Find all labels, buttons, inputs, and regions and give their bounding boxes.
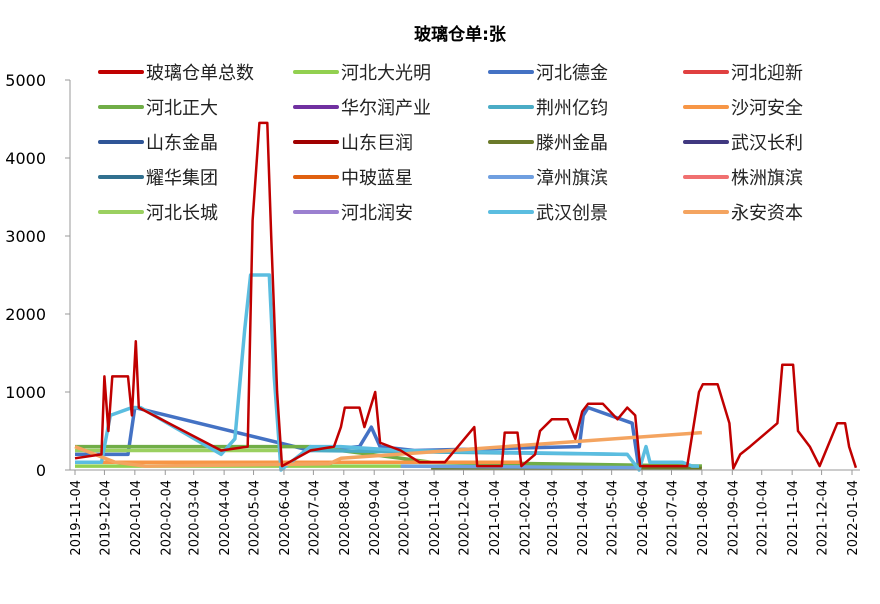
x-tick-label: 2020-10-04 xyxy=(398,480,413,556)
x-tick-label: 2021-05-04 xyxy=(606,480,621,556)
x-tick-label: 2020-04-04 xyxy=(218,480,233,556)
series-line-18 xyxy=(75,273,699,472)
y-tick-label: 3000 xyxy=(5,227,46,246)
x-tick-label: 2022-01-04 xyxy=(846,480,861,556)
x-tick-label: 2020-06-04 xyxy=(278,480,293,556)
x-tick-label: 2021-10-04 xyxy=(756,480,771,556)
series-line-14 xyxy=(400,464,640,470)
plot-area xyxy=(74,121,858,472)
y-tick-label: 2000 xyxy=(5,305,46,324)
legend-label: 漳州旗滨 xyxy=(536,168,608,189)
x-tick-label: 2020-01-04 xyxy=(129,480,144,556)
x-tick-label: 2020-12-04 xyxy=(458,480,473,556)
x-tick-label: 2021-02-04 xyxy=(518,480,533,556)
legend-label: 中玻蓝星 xyxy=(341,168,413,189)
legend-label: 华尔润产业 xyxy=(341,98,431,119)
x-tick-label: 2020-03-04 xyxy=(188,480,203,556)
x-tick-label: 2019-11-04 xyxy=(69,480,84,556)
legend-label: 山东金晶 xyxy=(146,133,218,154)
chart-title: 玻璃仓单:张 xyxy=(414,24,507,45)
series-line-0 xyxy=(74,121,858,470)
legend-label: 沙河安全 xyxy=(731,98,803,119)
x-tick-label: 2021-11-04 xyxy=(786,480,801,556)
x-tick-label: 2020-02-04 xyxy=(159,480,174,556)
axes: 0 1000 2000 3000 4000 5000 2019-11-04 2019-12-0… xyxy=(5,71,861,556)
legend-label: 荆州亿钧 xyxy=(536,98,608,119)
x-tick-label: 2021-06-04 xyxy=(636,480,651,556)
legend-label: 玻璃仓单总数 xyxy=(146,63,254,84)
y-tick-label: 4000 xyxy=(5,149,46,168)
y-tick-label: 0 xyxy=(36,461,46,480)
legend-label: 株洲旗滨 xyxy=(731,168,803,189)
legend-label: 河北正大 xyxy=(146,98,218,119)
legend-label: 河北长城 xyxy=(146,203,218,224)
x-tick-label: 2020-09-04 xyxy=(368,480,383,556)
x-tick-label: 2020-08-04 xyxy=(338,480,353,556)
x-tick-label: 2021-12-04 xyxy=(816,480,831,556)
x-tick-label: 2021-01-04 xyxy=(488,480,503,556)
legend-label: 武汉创景 xyxy=(536,203,608,224)
x-tick-label: 2021-04-04 xyxy=(576,480,591,556)
y-tick-label: 5000 xyxy=(5,71,46,90)
legend-label: 河北迎新 xyxy=(731,63,803,84)
legend-label: 滕州金晶 xyxy=(536,133,608,154)
series-line-19 xyxy=(74,430,703,468)
x-tick-label: 2020-05-04 xyxy=(248,480,263,556)
legend-label: 河北润安 xyxy=(341,203,413,224)
legend-label: 河北大光明 xyxy=(341,63,431,84)
legend-label: 永安资本 xyxy=(731,203,803,224)
legend-label: 河北德金 xyxy=(536,63,608,84)
x-tick-label: 2020-11-04 xyxy=(428,480,443,556)
legend-label: 山东巨润 xyxy=(341,133,413,154)
x-tick-label: 2021-03-04 xyxy=(546,480,561,556)
x-tick-label: 2021-09-04 xyxy=(726,480,741,556)
x-tick-label: 2019-12-04 xyxy=(98,480,113,556)
y-tick-label: 1000 xyxy=(5,383,46,402)
x-tick-label: 2020-07-04 xyxy=(307,480,322,556)
x-tick-label: 2021-07-04 xyxy=(665,480,680,556)
x-tick-label: 2021-08-04 xyxy=(696,480,711,556)
legend-label: 武汉长利 xyxy=(731,133,803,154)
legend-label: 耀华集团 xyxy=(146,168,218,189)
